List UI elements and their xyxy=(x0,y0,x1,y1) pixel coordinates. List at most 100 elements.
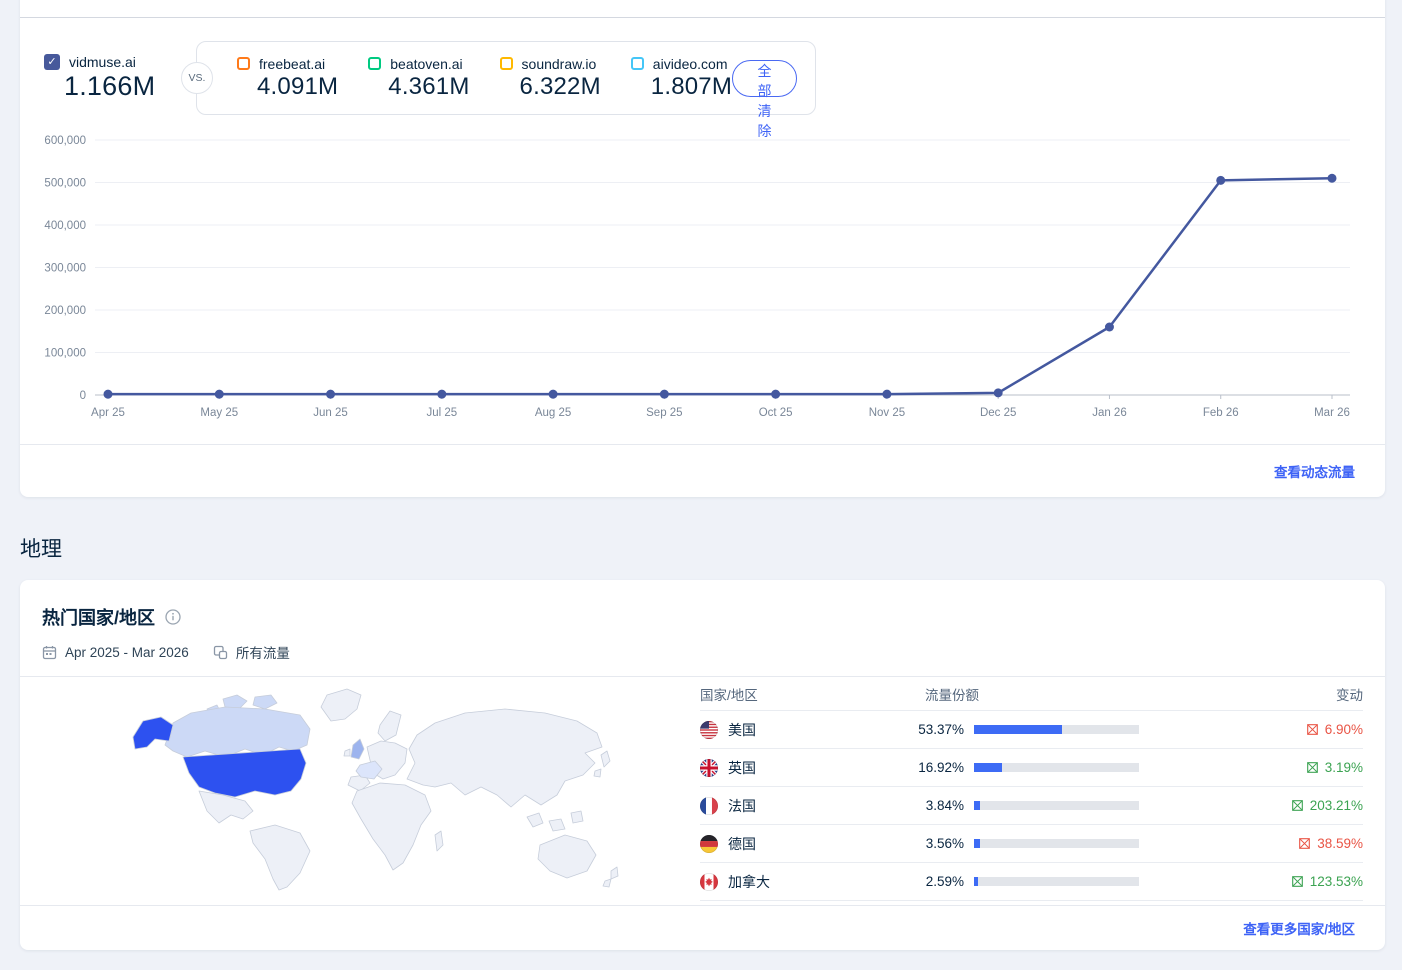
traffic-share-value: 53.37% xyxy=(918,722,964,737)
primary-site-domain: vidmuse.ai xyxy=(69,54,136,70)
competitor-checkbox[interactable] xyxy=(368,57,382,70)
competitor-item: aivideo.com 1.807M xyxy=(630,55,733,101)
country-flag-icon xyxy=(700,872,718,891)
svg-text:Dec 25: Dec 25 xyxy=(980,407,1016,419)
competitor-visits: 4.361M xyxy=(388,72,470,100)
country-flag-icon xyxy=(700,796,718,815)
competitor-domain: aivideo.com xyxy=(652,55,728,72)
traffic-share-value: 16.92% xyxy=(918,760,964,775)
change-value: 6.90% xyxy=(1306,722,1363,737)
header-change[interactable]: 变动 xyxy=(1336,687,1363,703)
traffic-share-bar xyxy=(974,839,1139,848)
country-name: 美国 xyxy=(728,721,756,738)
geography-section-title: 地理 xyxy=(20,538,62,561)
change-direction-icon xyxy=(1306,762,1318,773)
change-direction-icon xyxy=(1306,724,1318,735)
svg-text:0: 0 xyxy=(80,390,86,402)
country-rows: 美国 53.37% 6.90% 英国 16.92% 3.19% 法国 3.84%… xyxy=(700,711,1363,901)
competitor-visits: 4.091M xyxy=(257,72,339,100)
country-flag-icon xyxy=(700,834,718,853)
country-row[interactable]: 加拿大 2.59% 123.53% xyxy=(700,863,1363,901)
traffic-filter[interactable]: 所有流量 xyxy=(235,646,290,661)
country-flag-icon xyxy=(700,720,718,739)
change-value: 3.19% xyxy=(1306,760,1363,775)
svg-text:May 25: May 25 xyxy=(200,407,238,419)
top-countries-title: 热门国家/地区 xyxy=(42,608,156,628)
traffic-share-bar xyxy=(974,801,1139,810)
svg-text:Apr 25: Apr 25 xyxy=(91,407,125,419)
country-name: 加拿大 xyxy=(728,873,770,890)
svg-text:Mar 26: Mar 26 xyxy=(1314,407,1350,419)
calendar-icon xyxy=(42,645,57,660)
traffic-share-bar xyxy=(974,877,1139,886)
change-direction-icon xyxy=(1291,800,1303,811)
competitor-checkbox[interactable] xyxy=(237,57,250,70)
geo-divider xyxy=(20,676,1385,677)
world-map[interactable] xyxy=(95,683,665,896)
traffic-type-icon xyxy=(213,645,228,660)
traffic-trend-chart[interactable]: 0 100,000 200,000 300,000 400,000 500,000 600,… xyxy=(20,119,1385,424)
country-name: 英国 xyxy=(728,759,756,776)
svg-text:Feb 26: Feb 26 xyxy=(1203,407,1239,419)
country-flag-icon xyxy=(700,758,718,777)
geography-body: 国家/地区 流量份额 变动 美国 53.37% 6.90% 英国 16.92% … xyxy=(20,677,1385,905)
svg-text:Sep 25: Sep 25 xyxy=(646,407,682,419)
info-icon[interactable] xyxy=(165,609,181,625)
svg-text:Nov 25: Nov 25 xyxy=(869,407,905,419)
svg-text:100,000: 100,000 xyxy=(44,348,86,360)
country-row[interactable]: 美国 53.37% 6.90% xyxy=(700,711,1363,749)
competitor-item: beatoven.ai 4.361M xyxy=(368,56,469,101)
traffic-share-value: 3.56% xyxy=(925,836,964,851)
change-value: 123.53% xyxy=(1291,874,1363,889)
svg-text:200,000: 200,000 xyxy=(44,305,86,317)
card-top-divider xyxy=(20,17,1385,18)
geography-card: 热门国家/地区 Apr 2025 - Mar 2026 所有流量 xyxy=(20,580,1385,950)
competitors-list: freebeat.ai 4.091M beatoven.ai 4.361M so… xyxy=(237,56,732,101)
competitor-visits: 6.322M xyxy=(519,72,601,100)
country-row[interactable]: 法国 3.84% 203.21% xyxy=(700,787,1363,825)
clear-all-button[interactable]: 全部清除 xyxy=(732,59,797,139)
svg-text:Jun 25: Jun 25 xyxy=(313,407,348,419)
svg-text:Jan 26: Jan 26 xyxy=(1092,407,1127,419)
primary-site-legend: ✓ vidmuse.ai 1.166M xyxy=(44,54,170,102)
view-more-countries-link[interactable]: 查看更多国家/地区 xyxy=(1243,922,1355,937)
competitor-checkbox[interactable] xyxy=(630,57,644,70)
svg-text:Jul 25: Jul 25 xyxy=(426,407,457,419)
change-value: 203.21% xyxy=(1291,798,1363,813)
primary-site-checkbox[interactable]: ✓ xyxy=(44,54,60,70)
view-dynamic-traffic-link[interactable]: 查看动态流量 xyxy=(1274,465,1355,480)
header-country[interactable]: 国家/地区 xyxy=(700,687,758,703)
country-row[interactable]: 德国 3.56% 38.59% xyxy=(700,825,1363,863)
traffic-share-bar xyxy=(974,725,1139,734)
change-direction-icon xyxy=(1291,876,1303,887)
competitor-item: freebeat.ai 4.091M xyxy=(237,56,338,101)
header-traffic-share[interactable]: 流量份额 xyxy=(925,687,979,703)
svg-text:300,000: 300,000 xyxy=(44,263,86,275)
chart-card-footer: 查看动态流量 xyxy=(20,444,1385,497)
competitors-box: VS. freebeat.ai 4.091M beatoven.ai 4.361… xyxy=(181,41,816,139)
country-name: 法国 xyxy=(728,797,756,814)
country-name: 德国 xyxy=(728,835,756,852)
geography-card-header: 热门国家/地区 Apr 2025 - Mar 2026 所有流量 xyxy=(20,580,1385,676)
svg-text:Aug 25: Aug 25 xyxy=(535,407,571,419)
geography-card-footer: 查看更多国家/地区 xyxy=(20,905,1385,950)
primary-site-visits: 1.166M xyxy=(64,71,156,101)
competitor-checkbox[interactable] xyxy=(499,57,513,70)
change-value: 38.59% xyxy=(1299,836,1363,851)
date-range[interactable]: Apr 2025 - Mar 2026 xyxy=(65,644,189,660)
svg-text:500,000: 500,000 xyxy=(44,178,86,190)
svg-text:Oct 25: Oct 25 xyxy=(759,407,793,419)
svg-text:600,000: 600,000 xyxy=(44,135,86,147)
country-row[interactable]: 英国 16.92% 3.19% xyxy=(700,749,1363,787)
top-countries-table: 国家/地区 流量份额 变动 美国 53.37% 6.90% 英国 16.92% … xyxy=(700,677,1363,901)
traffic-share-value: 2.59% xyxy=(925,874,964,889)
table-header: 国家/地区 流量份额 变动 xyxy=(700,677,1363,711)
comparison-legend: ✓ vidmuse.ai 1.166M VS. freebeat.ai 4.09… xyxy=(44,40,1361,139)
traffic-comparison-card: ✓ vidmuse.ai 1.166M VS. freebeat.ai 4.09… xyxy=(20,0,1385,497)
competitor-visits: 1.807M xyxy=(650,72,733,100)
competitor-domain: soundraw.io xyxy=(521,55,597,72)
competitor-item: soundraw.io 6.322M xyxy=(499,55,601,101)
traffic-share-bar xyxy=(974,763,1139,772)
competitor-domain: freebeat.ai xyxy=(259,55,326,72)
